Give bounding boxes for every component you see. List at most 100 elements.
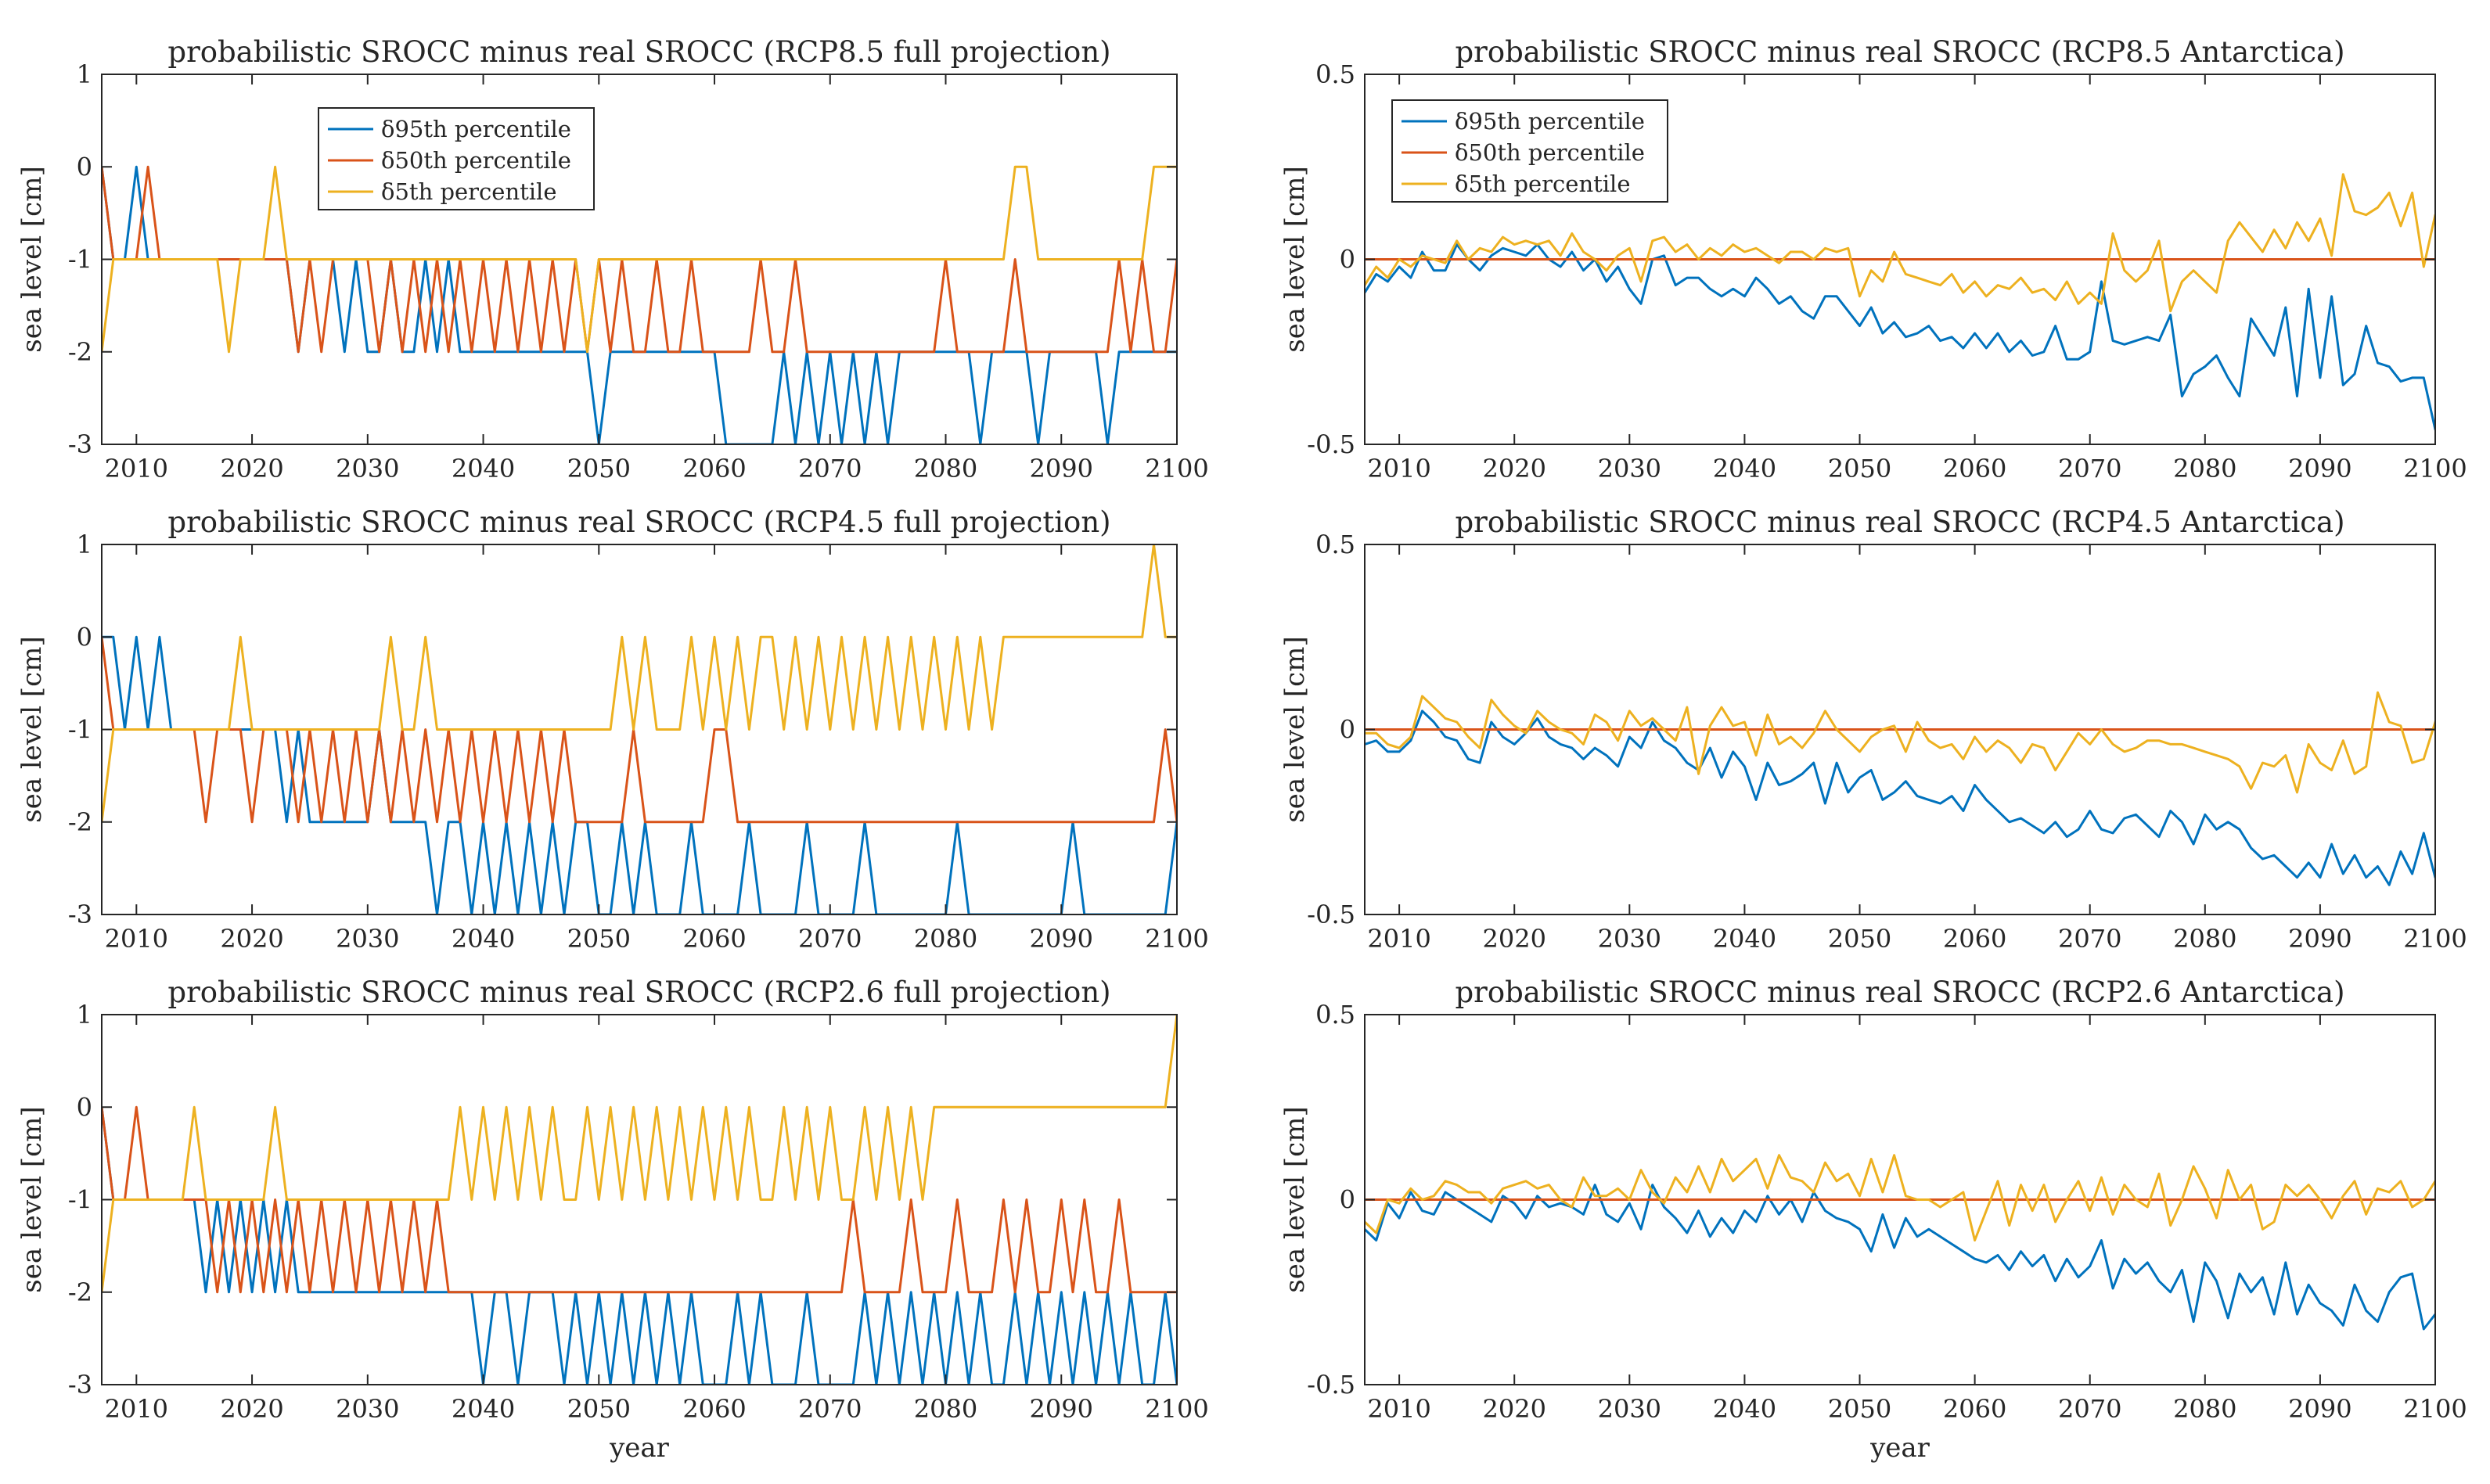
x-tick-label: 2080 <box>2173 924 2236 954</box>
series-line-p50 <box>102 165 1177 354</box>
x-tick-label: 2020 <box>220 454 283 483</box>
y-tick-label: 0 <box>1340 245 1355 275</box>
legend-label: δ5th percentile <box>381 178 557 205</box>
chart-rcp85-full-projection: 2010 2020 2030 2040 2050 2060 2070 2080 2090 2100… <box>16 35 1209 483</box>
chart-rcp85-antarctica: 2010 2020 2030 2040 2050 2060 2070 2080 2090 2100… <box>1279 35 2467 483</box>
x-tick-label: 2080 <box>914 924 977 954</box>
y-axis-label: sea level [cm] <box>16 636 48 822</box>
x-tick-label: 2100 <box>1145 454 1208 483</box>
x-tick-label: 2060 <box>682 454 746 483</box>
x-tick-label: 2080 <box>914 1394 977 1424</box>
legend-label: δ5th percentile <box>1455 171 1631 197</box>
plot-area <box>102 1015 1177 1385</box>
y-tick-label: -0.5 <box>1307 1370 1355 1400</box>
x-tick-label: 2040 <box>1713 454 1776 483</box>
x-tick-label: 2030 <box>336 454 399 483</box>
y-axis-label: sea level [cm] <box>16 166 48 352</box>
y-axis-label: sea level [cm] <box>1279 166 1311 352</box>
x-tick-label: 2010 <box>1367 1394 1430 1424</box>
x-tick-label: 2070 <box>798 454 862 483</box>
chart-title: probabilistic SROCC minus real SROCC (RC… <box>1455 976 2344 1009</box>
legend-label: δ50th percentile <box>381 147 571 174</box>
x-tick-label: 2020 <box>1483 1394 1546 1424</box>
x-tick-label: 2050 <box>1828 454 1891 483</box>
y-tick-label: -2 <box>68 807 92 837</box>
series-line-p5 <box>1365 173 2435 313</box>
series-line-p95 <box>1365 710 2435 886</box>
series-group <box>102 544 1177 914</box>
chart-title: probabilistic SROCC minus real SROCC (RC… <box>167 976 1110 1009</box>
x-tick-label: 2050 <box>1828 1394 1891 1424</box>
x-tick-label: 2090 <box>2288 1394 2351 1424</box>
x-tick-label: 2050 <box>1828 924 1891 954</box>
x-tick-label: 2090 <box>2288 924 2351 954</box>
x-tick-label: 2100 <box>2403 1394 2467 1424</box>
y-tick-label: -1 <box>68 245 92 275</box>
series-group <box>1365 691 2435 886</box>
x-tick-label: 2100 <box>2403 454 2467 483</box>
x-tick-label: 2060 <box>1943 454 2006 483</box>
x-tick-label: 2060 <box>682 924 746 954</box>
x-tick-label: 2010 <box>1367 454 1430 483</box>
x-tick-label: 2020 <box>1483 924 1546 954</box>
x-tick-label: 2070 <box>798 924 862 954</box>
chart-rcp26-full-projection: 2010 2020 2030 2040 2050 2060 2070 2080 2090 2100… <box>16 976 1209 1464</box>
series-line-p5 <box>102 1015 1177 1292</box>
y-axis-label: sea level [cm] <box>1279 636 1311 822</box>
y-axis-label: sea level [cm] <box>16 1106 48 1292</box>
x-tick-label: 2020 <box>220 1394 283 1424</box>
series-group <box>102 165 1177 444</box>
x-tick-label: 2030 <box>1598 924 1661 954</box>
y-tick-label: 0 <box>1340 715 1355 745</box>
y-tick-label: 1 <box>77 1000 92 1029</box>
y-tick-label: 0 <box>77 1092 92 1122</box>
series-line-p5 <box>102 544 1177 822</box>
series-group <box>102 1015 1177 1385</box>
y-tick-label: 1 <box>77 530 92 559</box>
chart-rcp45-antarctica: 2010 2020 2030 2040 2050 2060 2070 2080 2090 2100… <box>1279 505 2467 954</box>
x-tick-label: 2040 <box>1713 924 1776 954</box>
x-tick-label: 2080 <box>2173 454 2236 483</box>
series-line-p5 <box>1365 1154 2435 1241</box>
series-line-p5 <box>1365 691 2435 794</box>
chart-rcp26-antarctica: 2010 2020 2030 2040 2050 2060 2070 2080 2090 2100… <box>1279 976 2467 1464</box>
series-line-p50 <box>102 1105 1177 1294</box>
y-tick-label: -1 <box>68 1185 92 1215</box>
x-tick-label: 2010 <box>1367 924 1430 954</box>
series-group <box>1365 1154 2435 1331</box>
x-tick-label: 2070 <box>2058 454 2121 483</box>
y-tick-label: 0 <box>1340 1185 1355 1215</box>
legend-label: δ95th percentile <box>381 116 571 142</box>
chart-title: probabilistic SROCC minus real SROCC (RC… <box>1455 35 2344 69</box>
x-tick-label: 2040 <box>452 1394 515 1424</box>
x-tick-label: 2020 <box>220 924 283 954</box>
x-tick-label: 2050 <box>567 454 631 483</box>
x-axis-label: year <box>1869 1432 1930 1464</box>
legend-label: δ50th percentile <box>1455 139 1645 166</box>
series-line-p5 <box>102 165 1177 354</box>
chart-title: probabilistic SROCC minus real SROCC (RC… <box>167 505 1110 539</box>
y-tick-label: 0 <box>77 622 92 652</box>
y-tick-label: -2 <box>68 337 92 367</box>
x-tick-label: 2070 <box>798 1394 862 1424</box>
x-tick-label: 2010 <box>105 454 168 483</box>
x-tick-label: 2100 <box>1145 924 1208 954</box>
x-tick-label: 2040 <box>452 454 515 483</box>
x-tick-label: 2050 <box>567 924 631 954</box>
x-tick-label: 2060 <box>1943 1394 2006 1424</box>
x-tick-label: 2020 <box>1483 454 1546 483</box>
x-tick-label: 2030 <box>336 924 399 954</box>
series-line-p95 <box>1365 243 2435 431</box>
x-tick-label: 2060 <box>1943 924 2006 954</box>
y-tick-label: 0.5 <box>1315 530 1355 559</box>
y-tick-label: 0 <box>77 152 92 181</box>
y-tick-label: 0.5 <box>1315 59 1355 89</box>
x-tick-label: 2100 <box>2403 924 2467 954</box>
y-tick-label: 0.5 <box>1315 1000 1355 1029</box>
x-tick-label: 2030 <box>1598 454 1661 483</box>
y-tick-label: -3 <box>68 1370 92 1400</box>
x-tick-label: 2070 <box>2058 924 2121 954</box>
y-axis-label: sea level [cm] <box>1279 1106 1311 1292</box>
y-tick-label: -2 <box>68 1277 92 1307</box>
